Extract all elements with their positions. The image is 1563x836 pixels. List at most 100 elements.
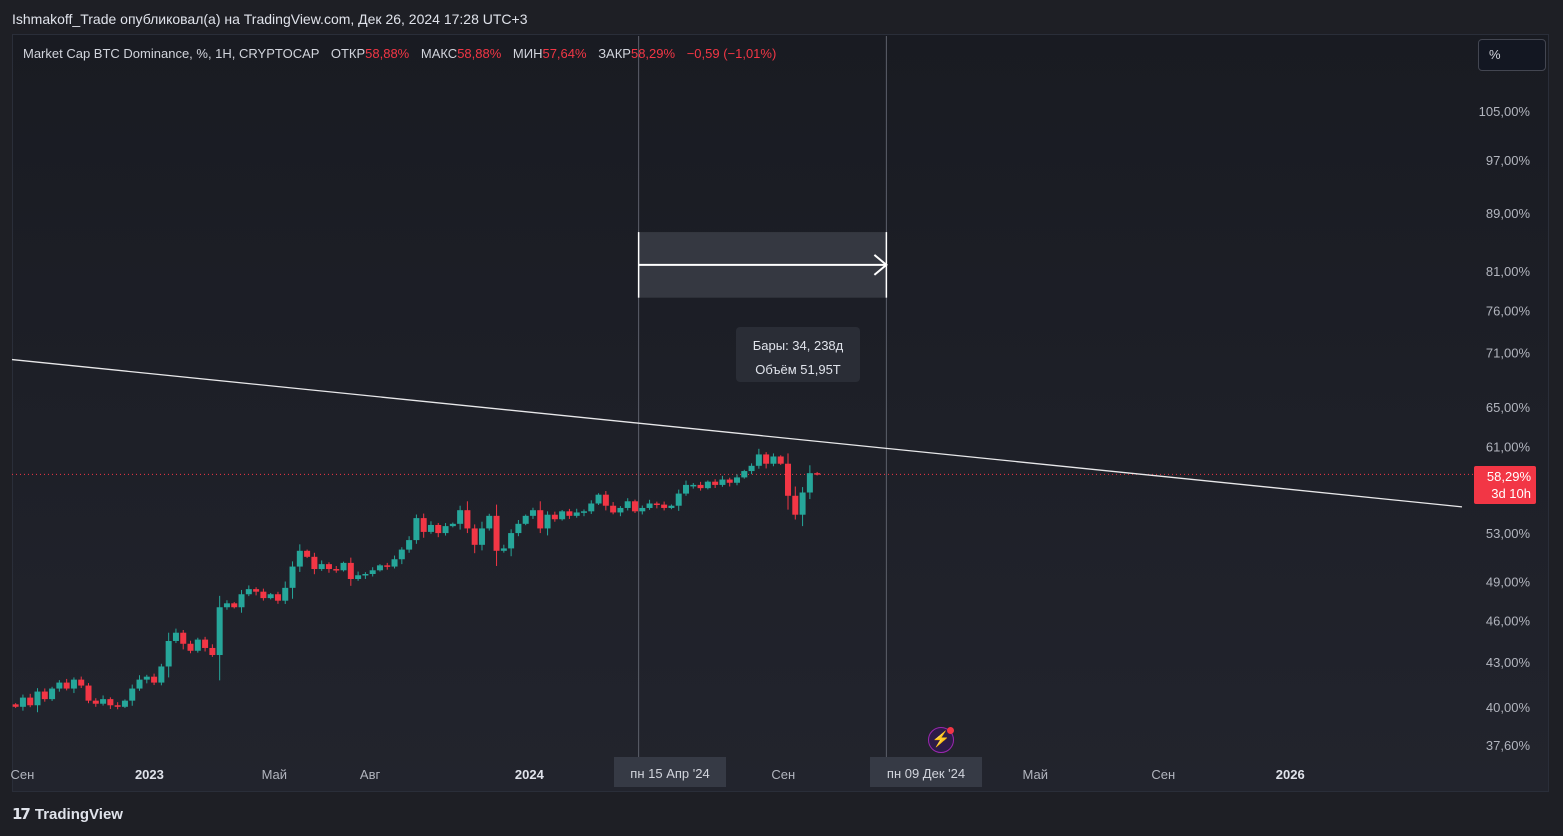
measure-tooltip: Бары: 34, 238д Объём 51,95T [736,327,860,382]
chart-panel[interactable] [12,34,1549,792]
logo-text: TradingView [34,806,123,823]
x-tick-label: Май [262,767,287,782]
candle-body [566,511,573,516]
candle-body [274,594,281,601]
percent-scale-button[interactable]: % [1478,39,1546,71]
y-tick-label: 89,00% [1486,206,1531,221]
candle-body [537,510,544,529]
candle-body [187,643,194,651]
candle-body [631,501,638,512]
candle-body [27,697,34,706]
measure-tool [637,36,888,757]
close-value: 58,29% [630,46,676,61]
candle-body [406,540,413,550]
candle-body [340,562,347,571]
candle-body [806,473,813,493]
candle-body [792,495,799,515]
trendline-line [11,358,1463,508]
x-tick-label: 2026 [1276,767,1305,782]
candle-body [304,550,311,557]
candle-body [653,503,660,506]
candle-body [92,700,99,704]
notification-dot [947,727,954,734]
candle-body [617,507,624,513]
candle-body [19,697,26,707]
candle-body [70,679,77,689]
candle-body [427,524,434,532]
candle-body [770,456,777,464]
candle-body [143,676,150,680]
candle-body [12,704,19,707]
candle-body [289,566,296,588]
tradingview-logo[interactable]: 17 TradingView [12,805,123,823]
candle-body [413,518,420,541]
candle-body [121,700,128,707]
candle-body [158,666,165,683]
candle-body [384,565,391,567]
y-tick-label: 76,00% [1486,304,1531,319]
high-label: МАКС [420,46,458,61]
candle-body [704,481,711,489]
candle-body [165,640,172,667]
y-tick-label: 71,00% [1486,346,1531,361]
cursor-date-right: пн 09 Дек '24 [870,757,982,787]
candle-body [398,549,405,560]
candle-body [151,676,158,683]
y-tick-label: 81,00% [1486,264,1531,279]
candle-body [639,507,646,512]
candle-body [755,454,762,466]
candle-body [522,515,529,524]
candle-body [508,533,515,549]
candle-body [355,575,362,579]
candle-body [41,691,48,700]
candle-body [777,456,784,464]
y-tick-label: 61,00% [1486,439,1531,454]
price-axis: 105,00% 97,00% 89,00% 81,00% 76,00% 71,00% 65,… [1479,104,1531,753]
candle-body [624,501,631,508]
change-value: −0,59 (−1,01%) [686,46,777,61]
trendline [11,358,1474,508]
candle-body [661,504,668,508]
candle-body [333,569,340,571]
close-label: ЗАКР [598,46,631,61]
candle-body [231,603,238,608]
candle-body [311,556,318,570]
candle-body [260,591,267,599]
candle-body [202,639,209,648]
candle-body [449,523,456,527]
candle-body [107,699,114,706]
candle-body [588,503,595,512]
candle-body [435,524,442,534]
x-tick-label: Сен [771,767,795,782]
cursor-date-left: пн 15 Апр '24 [614,757,726,787]
candle-body [180,632,187,644]
time-axis: Сен 2023 Май Авг 2024 Сен Май Сен 2026 [11,767,1305,782]
candle-body [763,454,770,464]
y-tick-label: 43,00% [1486,655,1531,670]
candle-body [493,515,500,551]
candle-body [682,484,689,494]
open-label: ОТКР [330,46,366,61]
symbol-legend: Market Cap BTC Dominance, %, 1H, CRYPTOC… [23,46,776,61]
candle-body [194,639,201,651]
candle-body [785,463,792,496]
y-tick-label: 46,00% [1486,614,1531,629]
candle-body [245,589,252,595]
header-bar: Ishmakoff_Trade опубликовал(а) на Tradin… [0,0,1563,36]
candle-body [223,603,230,608]
candle-body [712,481,719,485]
x-tick-label: Сен [11,767,35,782]
x-tick-label: 2024 [515,767,545,782]
candle-body [362,573,369,576]
candle-body [318,564,325,570]
candle-body [369,570,376,574]
candle-body [573,512,580,516]
candle-body [602,494,609,506]
y-tick-label: 49,00% [1486,575,1531,590]
candle-body [114,705,121,707]
candle-body [100,699,107,704]
y-tick-label: 40,00% [1486,700,1531,715]
candle-body [719,479,726,485]
candle-body [690,484,697,487]
